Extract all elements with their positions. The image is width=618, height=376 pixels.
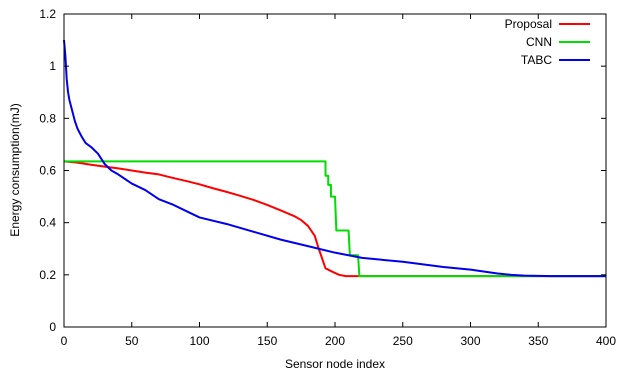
series-line-tabc (63, 39, 606, 278)
y-tick-label: 0 (49, 320, 56, 334)
legend-label-proposal: Proposal (505, 17, 552, 31)
y-tick-labels-group: 0 0.2 0.4 0.6 0.8 1 1.2 (39, 7, 56, 334)
y-tick-label: 0.2 (39, 268, 56, 282)
x-axis-title: Sensor node index (285, 357, 385, 371)
plot-frame (63, 13, 607, 328)
y-tick-label: 1 (49, 59, 56, 73)
x-tick-label: 300 (460, 334, 480, 348)
y-axis-title: Energy consumption(mJ) (8, 103, 22, 236)
x-tick-label: 350 (528, 334, 548, 348)
axis-ticks-group (64, 14, 606, 327)
x-tick-label: 200 (325, 334, 345, 348)
series-line-cnn (64, 160, 606, 278)
x-tick-label: 0 (61, 334, 68, 348)
y-tick-label: 1.2 (39, 7, 56, 21)
data-series-group (63, 39, 606, 278)
x-tick-labels-group: 0 50 100 150 200 250 300 350 400 (61, 334, 617, 348)
y-tick-label: 0.8 (39, 111, 56, 125)
x-tick-label: 400 (596, 334, 616, 348)
y-tick-label: 0.6 (39, 164, 56, 178)
y-tick-label: 0.4 (39, 216, 56, 230)
legend: Proposal CNN TABC (505, 17, 590, 67)
legend-label-cnn: CNN (526, 35, 552, 49)
series-line-proposal (63, 160, 606, 278)
legend-label-tabc: TABC (521, 53, 552, 67)
x-tick-label: 100 (189, 334, 209, 348)
x-tick-label: 150 (257, 334, 277, 348)
x-tick-label: 250 (393, 334, 413, 348)
x-tick-label: 50 (125, 334, 139, 348)
